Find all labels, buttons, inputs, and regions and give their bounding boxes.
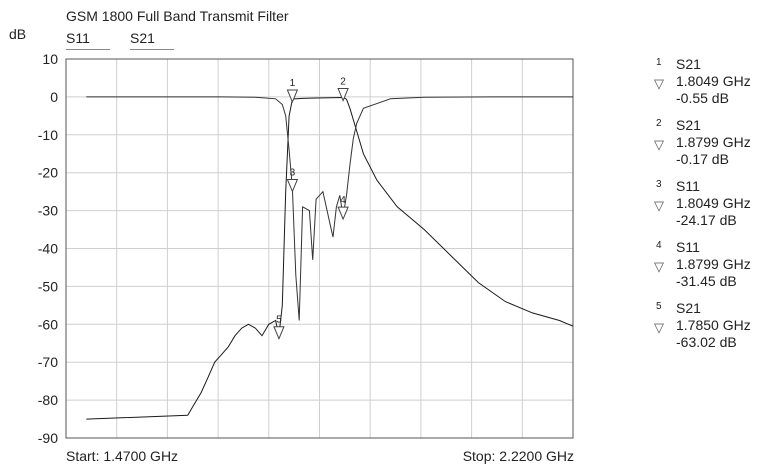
y-unit-label: dB: [9, 26, 27, 42]
y-tick-label: -10: [38, 127, 58, 143]
marker-number: 2: [656, 118, 662, 129]
legend-s21-underline: [130, 49, 174, 50]
marker-2-label: 2: [340, 77, 346, 88]
marker-frequency: 1.8799 GHz: [676, 256, 751, 272]
marker-trace: S11: [676, 178, 700, 194]
marker-2-triangle: [337, 88, 349, 102]
marker-triangle-icon: ▽: [654, 76, 664, 91]
legend-s21[interactable]: S21: [130, 30, 155, 46]
marker-trace: S21: [676, 300, 701, 316]
trace-s11: [86, 96, 573, 321]
y-tick-label: -80: [38, 392, 58, 408]
stop-frequency-label: Stop: 2.2200 GHz: [462, 448, 574, 464]
marker-value: -0.17 dB: [676, 151, 729, 167]
y-tick-label: -50: [38, 278, 58, 294]
marker-triangle-icon: ▽: [654, 259, 664, 274]
trace-s21: [86, 96, 574, 420]
marker-triangle-icon: ▽: [654, 320, 664, 335]
y-tick-label: -60: [38, 316, 58, 332]
marker-number: 5: [656, 301, 662, 312]
marker-triangle-icon: ▽: [654, 198, 664, 213]
marker-1-label: 1: [290, 78, 296, 89]
marker-trace: S21: [676, 117, 701, 133]
marker-number: 4: [656, 240, 662, 251]
marker-value: -63.02 dB: [676, 334, 737, 350]
legend-s11[interactable]: S11: [66, 30, 90, 46]
marker-trace: S11: [676, 239, 700, 255]
plot-frame: [65, 58, 574, 439]
y-tick-label: -90: [38, 430, 58, 446]
chart-title: GSM 1800 Full Band Transmit Filter: [66, 8, 289, 24]
marker-frequency: 1.8049 GHz: [676, 73, 751, 89]
marker-5-label: 5: [276, 315, 282, 326]
marker-value: -24.17 dB: [676, 212, 737, 228]
y-tick-label: -40: [38, 241, 58, 257]
legend-s11-underline: [66, 49, 110, 50]
y-tick-label: 0: [50, 89, 58, 105]
marker-value: -0.55 dB: [676, 90, 729, 106]
y-tick-label: 10: [42, 51, 58, 67]
marker-3-label: 3: [290, 168, 296, 179]
marker-frequency: 1.8049 GHz: [676, 195, 751, 211]
marker-value: -31.45 dB: [676, 273, 737, 289]
marker-frequency: 1.7850 GHz: [676, 317, 751, 333]
y-tick-label: -70: [38, 354, 58, 370]
start-frequency-label: Start: 1.4700 GHz: [66, 448, 179, 464]
y-tick-label: -30: [38, 203, 58, 219]
marker-number: 3: [656, 179, 662, 190]
marker-number: 1: [656, 57, 662, 68]
marker-trace: S21: [676, 56, 701, 72]
marker-1-triangle: [286, 89, 299, 104]
marker-4-triangle: [337, 206, 349, 221]
marker-4-label: 4: [340, 195, 346, 206]
marker-frequency: 1.8799 GHz: [676, 134, 751, 150]
marker-5-triangle: [273, 326, 285, 341]
marker-3-triangle: [286, 179, 299, 193]
marker-triangle-icon: ▽: [654, 137, 664, 152]
y-tick-label: -20: [38, 165, 58, 181]
